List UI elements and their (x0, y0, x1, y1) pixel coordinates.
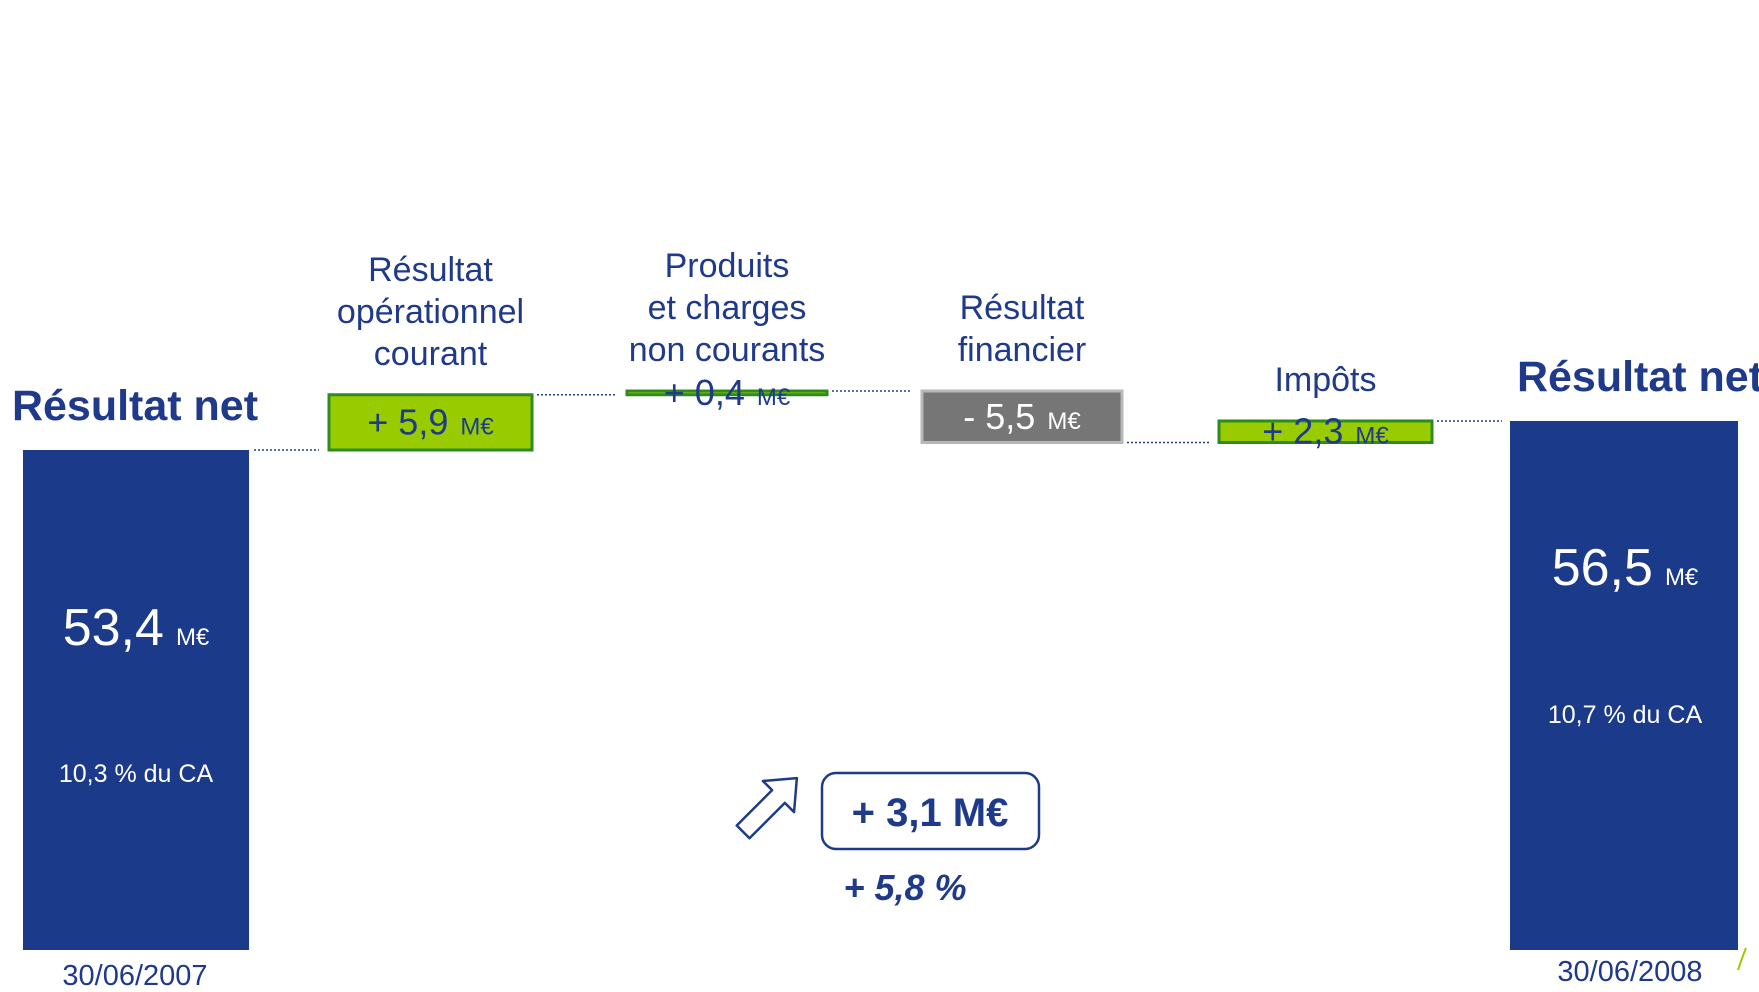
start-pct-label: 10,3 % du CA (59, 760, 214, 788)
step-header-2-line-0: Résultat (960, 289, 1085, 327)
step-header-2-line-1: financier (958, 331, 1087, 369)
step-value-label-1-unit: M€ (757, 384, 791, 411)
step-header-0-line-2: courant (374, 335, 488, 373)
end-date: 30/06/2008 (1557, 956, 1702, 988)
step-header-1-line-2: non courants (629, 331, 826, 369)
up-right-arrow-icon (735, 776, 799, 840)
variation-amount: + 3,1 M€ (852, 791, 1009, 835)
step-value-label-0-unit: M€ (460, 413, 494, 440)
step-value-label-0-number: + 5,9 (367, 401, 448, 442)
end-pct-label: 10,7 % du CA (1548, 701, 1703, 729)
step-value-label-0: + 5,9 M€ (367, 401, 494, 442)
step-value-label-3-number: + 2,3 (1262, 411, 1343, 452)
end-title: Résultat net (1517, 353, 1759, 401)
variation-box (820, 771, 1041, 851)
step-value-label-1: + 0,4 M€ (664, 372, 791, 413)
step-value-label-1-number: + 0,4 (664, 372, 745, 413)
start-date: 30/06/2007 (62, 960, 207, 992)
end-value-label-unit: M€ (1665, 564, 1699, 591)
step-bar-2 (920, 389, 1124, 445)
arrow-shape (735, 776, 799, 840)
step-header-3-line-0: Impôts (1274, 361, 1376, 399)
start-value-label: 53,4 M€ (63, 599, 210, 657)
step-bar-0 (327, 393, 534, 452)
variation-pct: + 5,8 % (843, 867, 966, 908)
step-header-0-line-0: Résultat (368, 251, 493, 289)
step-value-label-3: + 2,3 M€ (1262, 411, 1389, 452)
step-bar-3 (1217, 419, 1434, 445)
step-bar-1 (625, 389, 829, 397)
step-header-1-line-1: et charges (648, 289, 807, 327)
step-value-label-2-number: - 5,5 (963, 396, 1035, 437)
start-title: Résultat net (12, 382, 258, 430)
end-total-bar (1510, 420, 1738, 951)
step-header-1-line-0: Produits (665, 247, 790, 285)
end-value-label-number: 56,5 (1552, 539, 1653, 597)
step-value-label-3-unit: M€ (1355, 423, 1389, 450)
decorative-green-stroke (1737, 947, 1747, 971)
step-value-label-2: - 5,5 M€ (963, 396, 1081, 437)
end-value-label: 56,5 M€ (1552, 539, 1699, 597)
start-value-label-number: 53,4 (63, 599, 164, 657)
start-total-bar (23, 450, 249, 950)
start-value-label-unit: M€ (176, 624, 210, 651)
step-value-label-2-unit: M€ (1047, 408, 1081, 435)
step-header-0-line-1: opérationnel (337, 293, 524, 331)
